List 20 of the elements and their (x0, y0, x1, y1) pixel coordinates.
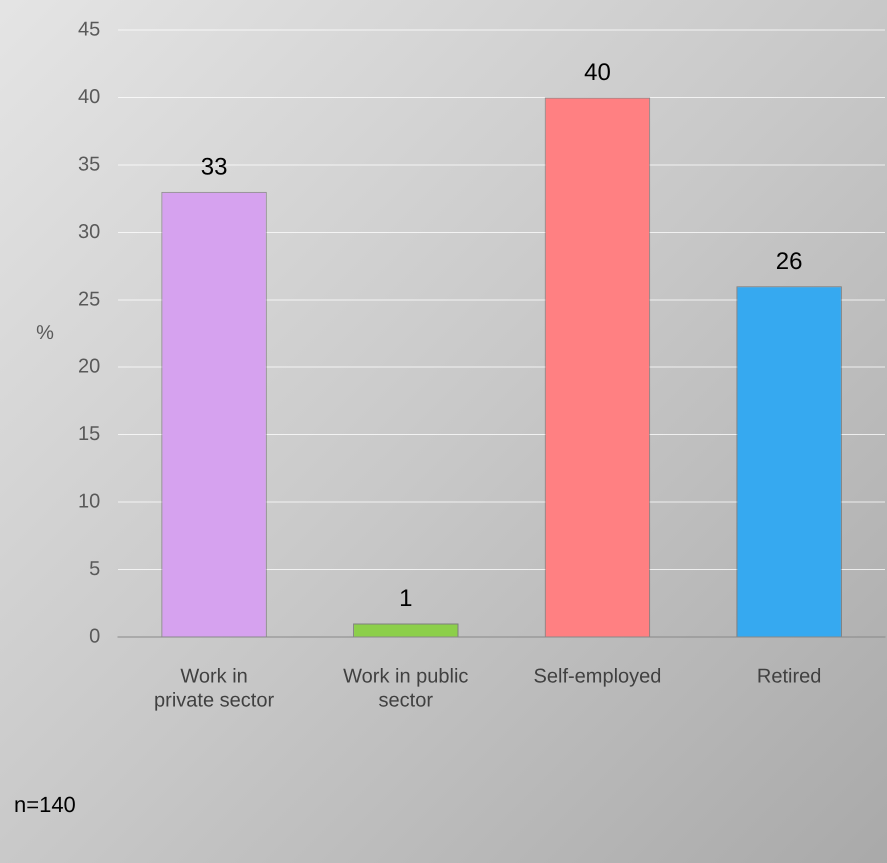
y-tick-label: 5 (89, 558, 100, 580)
text: n=140 (14, 792, 76, 818)
x-tick-label: Self-employed (534, 666, 662, 688)
x-tick-label: Retired (756, 666, 822, 688)
data-label: 40 (584, 59, 611, 86)
y-tick-label: 15 (78, 423, 100, 446)
y-tick-label: 25 (78, 288, 100, 310)
y-tick-label: 10 (78, 490, 100, 513)
y-tick-label: 45 (78, 18, 100, 41)
x-tick-label: Work in public sector (343, 666, 468, 712)
x-tick-label: Work in private sector (154, 666, 274, 712)
y-tick-label: 40 (78, 86, 100, 108)
y-axis-title: % (36, 322, 54, 344)
y-tick-label: 30 (78, 220, 100, 243)
y-tick-label: 35 (78, 153, 100, 176)
data-label: 33 (200, 153, 228, 180)
y-tick-label: 0 (89, 626, 100, 648)
data-label: 1 (399, 585, 412, 612)
data-label: 26 (776, 248, 803, 275)
y-tick-label: 20 (78, 356, 100, 378)
